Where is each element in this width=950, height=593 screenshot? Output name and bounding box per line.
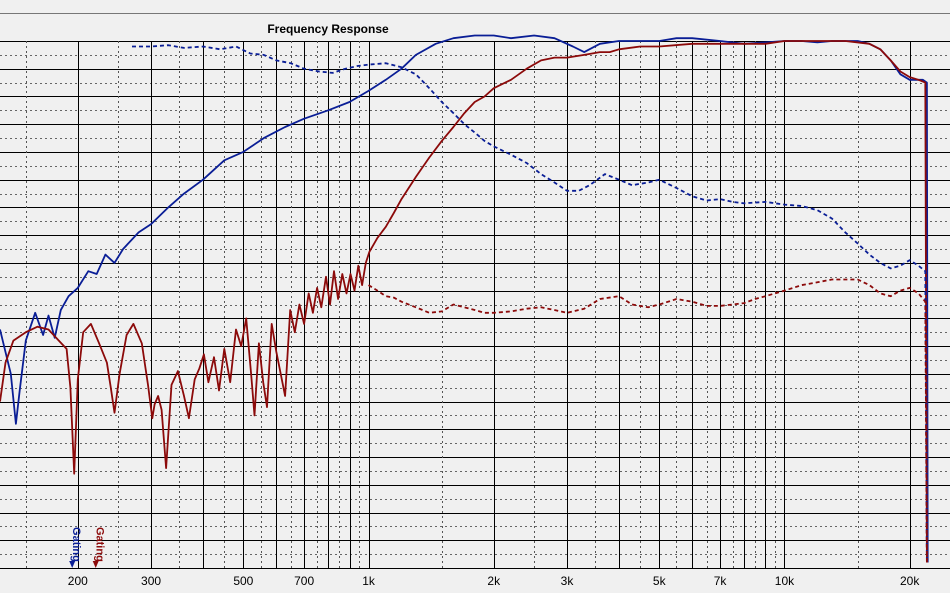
x-tick-label: 7k bbox=[714, 574, 728, 588]
series-line-solid-red bbox=[0, 40, 928, 563]
gating-markers: Gating Gating bbox=[69, 527, 106, 568]
x-tick-label: 20k bbox=[900, 574, 920, 588]
series-line-dashed-red bbox=[368, 278, 928, 563]
x-tick-label: 2k bbox=[487, 574, 501, 588]
gating-marker-label: Gating bbox=[70, 527, 82, 562]
gating-marker-arrow bbox=[92, 561, 99, 568]
series-group bbox=[0, 34, 929, 563]
x-tick-label: 1k bbox=[362, 574, 376, 588]
x-tick-label: 200 bbox=[68, 574, 88, 588]
grid bbox=[0, 13, 950, 569]
gating-marker-arrow bbox=[69, 561, 76, 568]
x-tick-label: 5k bbox=[653, 574, 667, 588]
x-tick-label: 300 bbox=[141, 574, 161, 588]
series-line-solid-blue bbox=[0, 34, 929, 563]
chart-title: Frequency Response bbox=[267, 22, 389, 36]
x-tick-label: 700 bbox=[294, 574, 314, 588]
x-tick-labels: 200 300 500 700 1k 2k 3k 5k 7k 10k 20k bbox=[68, 574, 921, 588]
gating-marker-label: Gating bbox=[94, 527, 106, 562]
x-tick-label: 10k bbox=[775, 574, 795, 588]
x-tick-label: 3k bbox=[561, 574, 575, 588]
x-tick-label: 500 bbox=[233, 574, 253, 588]
